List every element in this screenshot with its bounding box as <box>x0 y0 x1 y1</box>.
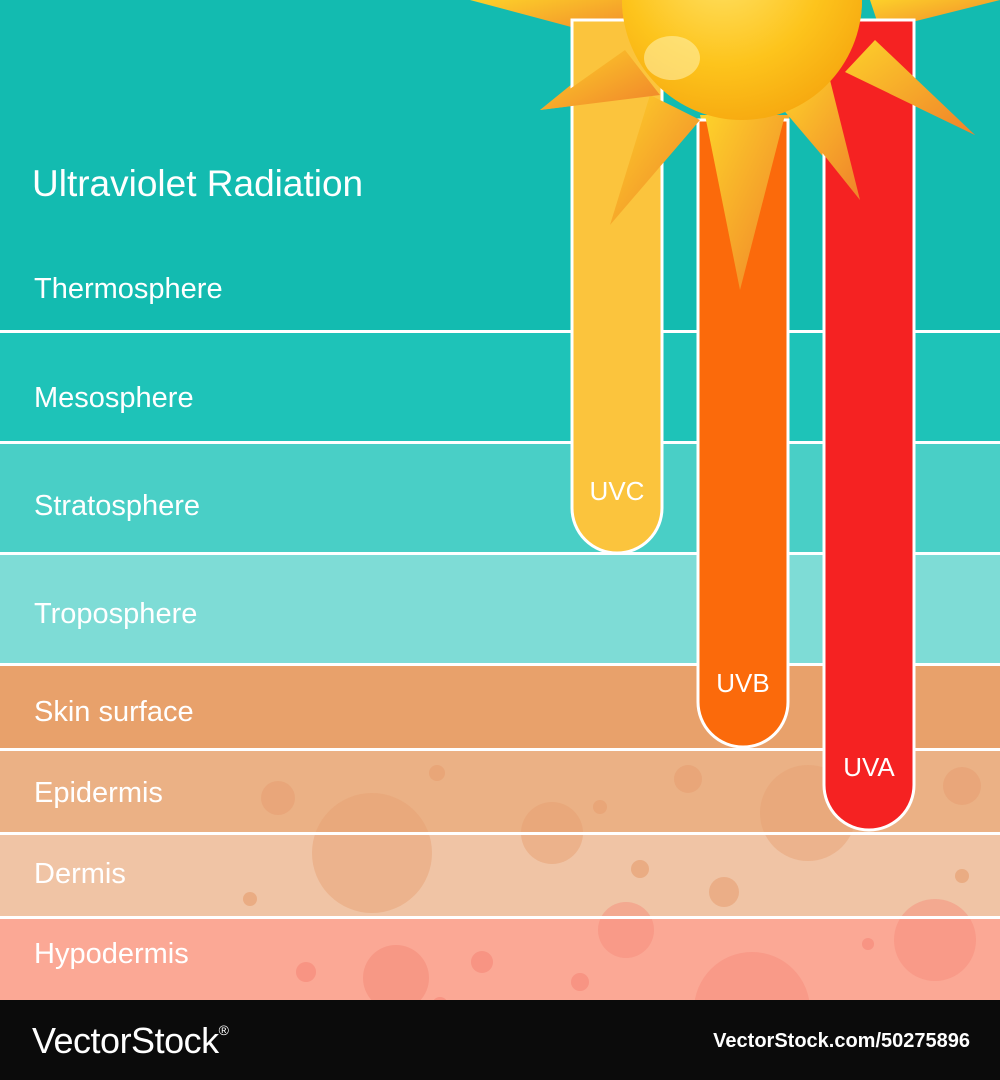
layer-label-stratosphere: Stratosphere <box>34 490 200 522</box>
layer-label-dermis: Dermis <box>34 858 126 890</box>
image-id-link[interactable]: VectorStock.com/50275896 <box>713 1030 970 1052</box>
divider-lines <box>0 330 1000 919</box>
uv-radiation-diagram: UVC UVB UVA <box>0 0 1000 1000</box>
uvb-ray: UVB <box>696 118 790 749</box>
uva-ray: UVA <box>822 18 916 832</box>
uvc-label: UVC <box>590 476 645 506</box>
layer-label-mesosphere: Mesosphere <box>34 382 194 414</box>
watermark-footer: VectorStock® VectorStock.com/50275896 <box>0 1000 1000 1080</box>
uv-rays: UVC UVB UVA <box>570 18 916 832</box>
layer-labels: Thermosphere Mesosphere Stratosphere Tro… <box>34 273 223 970</box>
layer-label-troposphere: Troposphere <box>34 598 197 630</box>
layer-label-thermosphere: Thermosphere <box>34 273 223 305</box>
band-dermis <box>0 835 1000 916</box>
layer-label-skin-surface: Skin surface <box>34 696 194 728</box>
brand-name: VectorStock <box>32 1020 219 1061</box>
layer-label-hypodermis: Hypodermis <box>34 938 189 970</box>
band-hypodermis <box>0 919 1000 1000</box>
uvb-label: UVB <box>716 668 769 698</box>
uva-label: UVA <box>843 752 895 782</box>
layer-label-epidermis: Epidermis <box>34 777 163 809</box>
diagram-title: Ultraviolet Radiation <box>32 163 363 204</box>
sun-core-front <box>622 0 862 120</box>
trademark-symbol: ® <box>218 1022 229 1038</box>
brand-logo[interactable]: VectorStock® <box>32 1020 229 1062</box>
sun-front-rays <box>540 40 975 290</box>
